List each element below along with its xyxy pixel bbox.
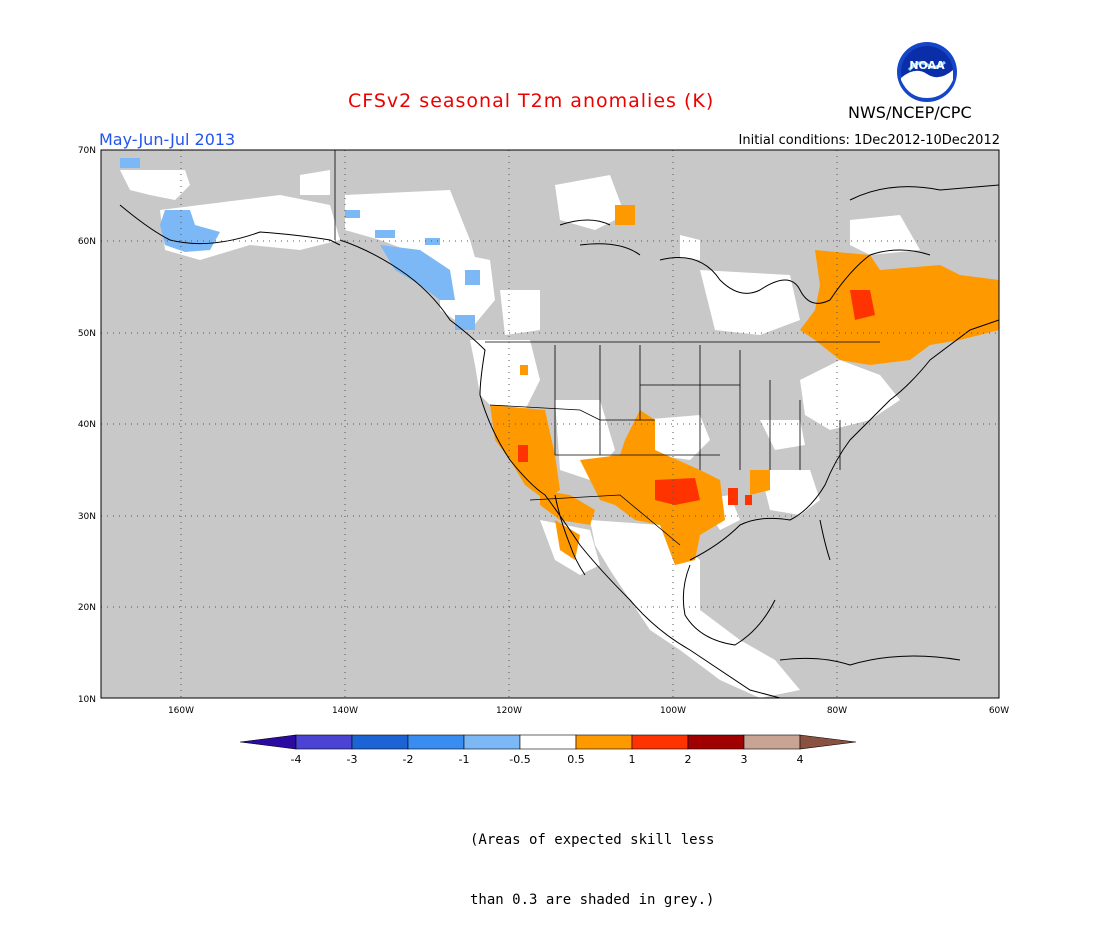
colorbar-ticks: -4 -3 -2 -1 -0.5 0.5 1 2 3 4: [291, 753, 804, 766]
colorbar-tick: 0.5: [567, 753, 585, 766]
colorbar-segment: [351, 734, 409, 750]
map-title: CFSv2 seasonal T2m anomalies (K): [348, 90, 715, 112]
colorbar-tick: 1: [629, 753, 636, 766]
colorbar-segment: [575, 734, 633, 750]
noaa-logo-text: NOAA: [909, 59, 945, 72]
colorbar-segment: [687, 734, 745, 750]
colorbar-segment: [799, 734, 857, 750]
lat-label: 50N: [78, 329, 96, 339]
lat-label: 70N: [78, 146, 96, 156]
grid-lines: [101, 150, 999, 698]
lon-label: 140W: [332, 706, 358, 716]
lon-label: 60W: [989, 706, 1009, 716]
lon-label: 120W: [496, 706, 522, 716]
lat-label: 20N: [78, 603, 96, 613]
noaa-logo: NOAA: [897, 42, 957, 102]
state-borders: [334, 150, 880, 546]
colorbar-segment: [463, 734, 521, 750]
colorbar-tick: -0.5: [509, 753, 530, 766]
lat-label: 40N: [78, 420, 96, 430]
latitude-labels: 10N 20N 30N 40N 50N 60N 70N: [78, 146, 96, 705]
colorbar-segment: [631, 734, 689, 750]
anomaly-field: [119, 150, 999, 698]
lon-label: 100W: [660, 706, 686, 716]
colorbar-tick: -3: [347, 753, 358, 766]
colorbar-tick: 3: [741, 753, 748, 766]
colorbar-segment: [239, 734, 297, 750]
colorbar-segment: [295, 734, 353, 750]
initial-conditions: Initial conditions: 1Dec2012-10Dec2012: [738, 133, 1000, 148]
skill-note-line: than 0.3 are shaded in grey.): [470, 892, 715, 908]
colorbar-tick: -1: [459, 753, 470, 766]
lat-label: 30N: [78, 512, 96, 522]
map-frame: [100, 149, 1000, 699]
lat-label: 60N: [78, 237, 96, 247]
lon-label: 160W: [168, 706, 194, 716]
colorbar: [239, 734, 857, 750]
strong-warm-anomaly-regions: [518, 290, 875, 505]
lat-label: 10N: [78, 695, 96, 705]
colorbar-segment: [743, 734, 801, 750]
longitude-labels: 160W 140W 120W 100W 80W 60W: [168, 706, 1009, 716]
skill-note-line: (Areas of expected skill less: [470, 832, 715, 848]
colorbar-tick: -2: [403, 753, 414, 766]
anomaly-map: 10N 20N 30N 40N 50N 60N 70N 160W 140W 12…: [78, 146, 1009, 766]
organization-label: NWS/NCEP/CPC: [848, 103, 972, 122]
forecast-period: May-Jun-Jul 2013: [99, 130, 236, 149]
colorbar-tick: 4: [797, 753, 804, 766]
colorbar-tick: 2: [685, 753, 692, 766]
lon-label: 80W: [827, 706, 847, 716]
coastlines: [119, 184, 999, 698]
colorbar-segment: [519, 734, 577, 750]
colorbar-segment: [407, 734, 465, 750]
colorbar-tick: -4: [291, 753, 302, 766]
skill-note: (Areas of expected skill less than 0.3 a…: [470, 790, 714, 930]
